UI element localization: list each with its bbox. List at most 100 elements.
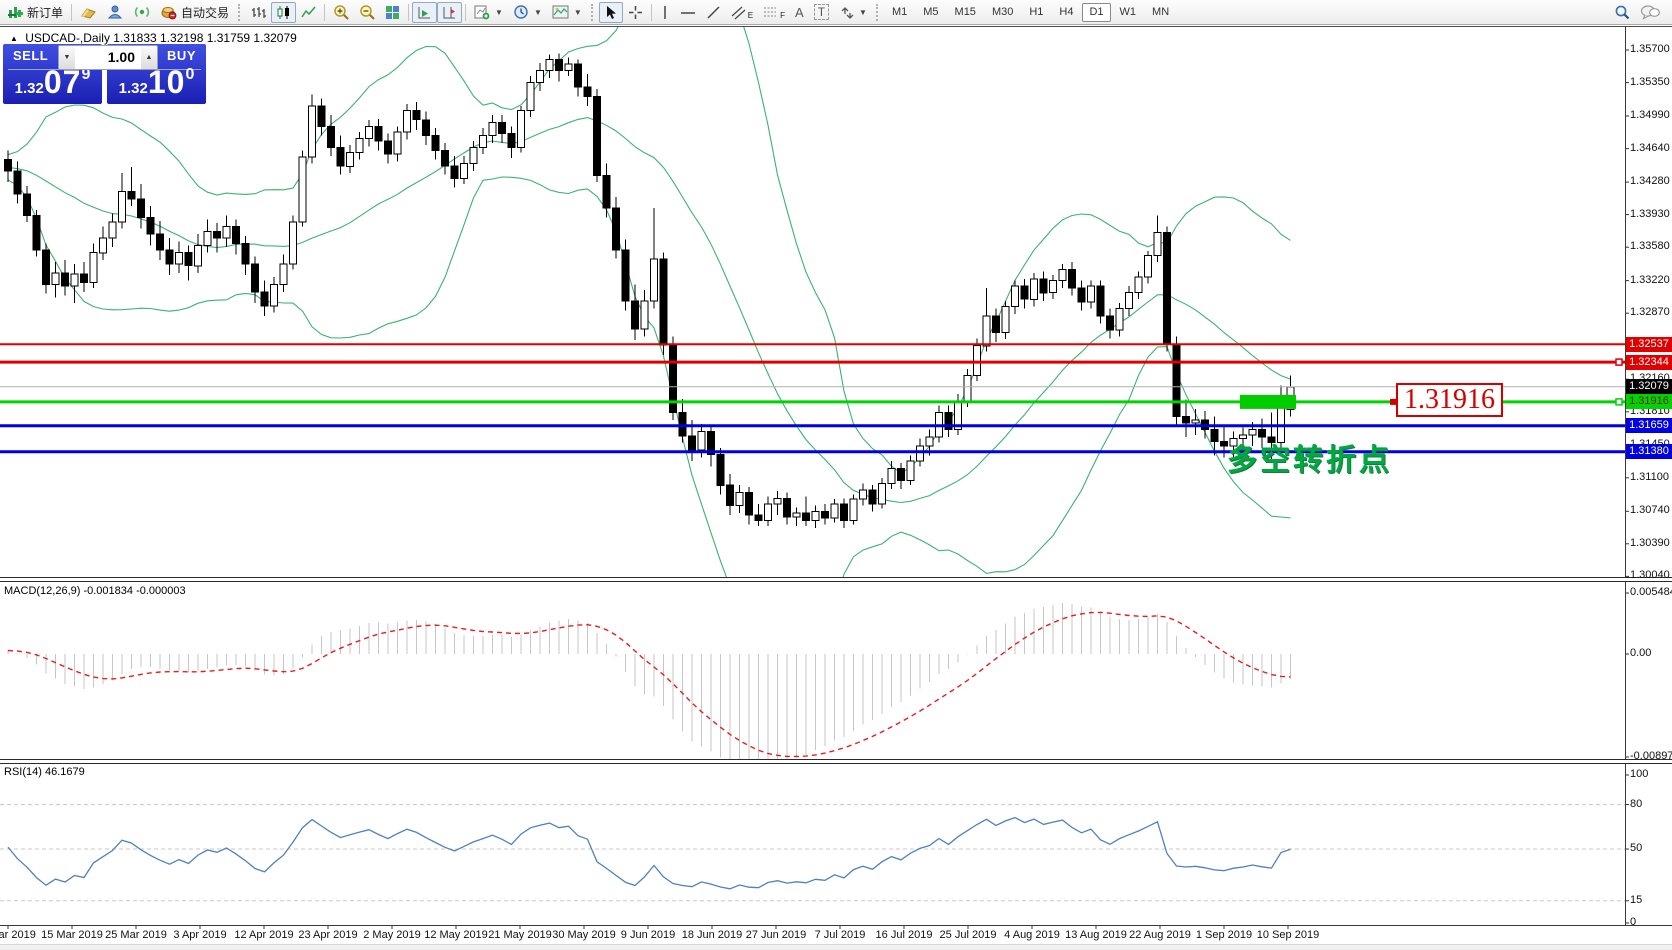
auto-scroll-icon xyxy=(418,6,431,18)
market-button[interactable] xyxy=(75,2,102,23)
new-order-button[interactable]: 新订单 xyxy=(2,2,68,23)
cursor-tool-button[interactable] xyxy=(598,1,623,23)
date-axis-label: 4 Aug 2019 xyxy=(1004,929,1060,941)
line-chart-mode-button[interactable] xyxy=(296,2,321,23)
date-axis-label: 15 Mar 2019 xyxy=(41,929,103,941)
timeframe-button-mn[interactable]: MN xyxy=(1152,5,1170,18)
book-icon xyxy=(81,7,96,19)
arrows-tool-button[interactable]: ▼ xyxy=(834,2,872,23)
line-chart-icon xyxy=(301,6,316,17)
profile-button[interactable] xyxy=(102,2,129,23)
autotrade-icon xyxy=(161,7,177,20)
bar-chart-mode-button[interactable] xyxy=(246,2,271,23)
price-callout-label[interactable]: 1.31916 xyxy=(1396,383,1503,417)
crosshair-tool-button[interactable] xyxy=(623,2,648,23)
rsi-panel-resize-handle[interactable] xyxy=(0,759,1672,764)
macd-axis-tick-label: 0.005484 xyxy=(1630,585,1672,598)
cursor-arrow-icon xyxy=(606,5,616,19)
text-label-icon: T xyxy=(813,4,830,20)
new-chart-button[interactable]: ▼ xyxy=(469,2,508,23)
rsi-axis-tick-label: 100 xyxy=(1630,768,1649,780)
text-label-tool-button[interactable]: T xyxy=(809,2,834,23)
hline-price-tag: 1.31380 xyxy=(1626,444,1672,460)
chat-icon[interactable] xyxy=(1640,4,1660,20)
timeframe-button-m1[interactable]: M1 xyxy=(891,5,908,18)
candles-icon xyxy=(277,5,290,19)
text-tool-button[interactable]: A xyxy=(790,2,809,23)
volume-input[interactable]: 1.00 xyxy=(75,46,141,69)
price-axis-tick-label: 1.33220 xyxy=(1630,273,1670,286)
price-axis-tick-label: 1.34640 xyxy=(1630,141,1670,154)
buy-button[interactable]: BUY 1.32100 xyxy=(107,44,206,104)
timeframe-button-m5[interactable]: M5 xyxy=(923,5,939,18)
text-tool-icon: A xyxy=(795,4,804,20)
tile-windows-button[interactable] xyxy=(380,2,405,23)
crosshair-icon xyxy=(628,5,642,19)
date-axis-label: 12 Apr 2019 xyxy=(234,929,294,941)
horizontal-line-icon xyxy=(680,11,695,14)
price-axis-tick-label: 1.31100 xyxy=(1630,470,1669,483)
time-axis-border xyxy=(0,925,1672,926)
templates-button[interactable]: ▼ xyxy=(547,2,587,23)
toolbar-grip[interactable] xyxy=(875,3,880,21)
clock-icon xyxy=(514,5,528,19)
zoom-out-button[interactable] xyxy=(354,2,380,23)
chart-window-top-border xyxy=(0,26,1672,27)
date-axis-label: 23 Apr 2019 xyxy=(298,929,358,941)
fibo-letter: F xyxy=(780,10,786,20)
timeframe-button-h1[interactable]: H1 xyxy=(1029,5,1044,18)
symbol-period-label: USDCAD-,Daily xyxy=(25,31,110,45)
price-axis-tick-label: 1.30390 xyxy=(1630,536,1670,549)
status-strip xyxy=(0,944,1672,950)
chart-shift-icon xyxy=(443,6,456,18)
auto-scroll-button[interactable] xyxy=(412,1,438,23)
search-icon[interactable] xyxy=(1614,4,1630,20)
timeframe-button-m15[interactable]: M15 xyxy=(954,5,976,18)
ohlc-values: 1.31833 1.32198 1.31759 1.32079 xyxy=(113,31,297,45)
periods-button[interactable]: ▼ xyxy=(508,2,547,23)
timeframe-button-m30[interactable]: M30 xyxy=(991,5,1014,18)
price-axis-tick-label: 1.34990 xyxy=(1630,109,1670,122)
trendline-tool-button[interactable] xyxy=(701,2,726,23)
macd-panel-resize-handle[interactable] xyxy=(0,577,1672,582)
chinese-annotation-text[interactable]: 多空转折点 xyxy=(1227,444,1392,477)
separator xyxy=(650,3,652,21)
buy-label: BUY xyxy=(167,48,196,63)
divider xyxy=(8,69,97,70)
zoom-in-button[interactable] xyxy=(328,2,354,23)
signals-button[interactable] xyxy=(129,2,155,23)
price-axis-tick-label: 1.33580 xyxy=(1630,240,1670,253)
fibonacci-tool-button[interactable]: F xyxy=(758,2,790,23)
price-axis-tick-label: 1.35700 xyxy=(1630,43,1670,55)
price-axis-tick-label: 1.32870 xyxy=(1630,306,1670,319)
date-axis-label: 22 Aug 2019 xyxy=(1129,929,1191,941)
separator xyxy=(408,3,410,21)
new-order-icon xyxy=(8,7,23,18)
candle-chart-mode-button[interactable] xyxy=(271,1,297,23)
one-click-trading-panel: SELL 1.32079 BUY 1.32100 ▼ 1.00 ▲ xyxy=(3,44,206,104)
timeframe-button-h4[interactable]: H4 xyxy=(1059,5,1074,18)
sell-label: SELL xyxy=(13,48,49,63)
volume-increase-button[interactable]: ▲ xyxy=(141,46,157,69)
price-axis-tick-label: 1.30040 xyxy=(1630,569,1670,582)
channel-tool-button[interactable]: E xyxy=(726,2,758,23)
autotrade-label: 自动交易 xyxy=(181,5,230,20)
dropdown-caret-icon: ▼ xyxy=(495,7,503,17)
collapse-icon[interactable]: ▲ xyxy=(10,34,18,43)
autotrade-button[interactable]: 自动交易 xyxy=(155,2,234,23)
chart-shift-button[interactable] xyxy=(437,1,463,23)
toolbar-grip[interactable] xyxy=(238,3,242,21)
date-axis-label: 27 Jun 2019 xyxy=(745,929,807,941)
rsi-axis-tick-label: 0 xyxy=(1630,916,1637,928)
horizontal-line-tool-button[interactable] xyxy=(675,2,701,23)
timeframe-button-d1[interactable]: D1 xyxy=(1082,2,1111,22)
arrows-icon xyxy=(841,6,854,19)
timeframe-button-w1[interactable]: W1 xyxy=(1119,5,1137,18)
toolbar-grip[interactable] xyxy=(590,3,595,21)
volume-decrease-button[interactable]: ▼ xyxy=(59,46,75,69)
rsi-axis-tick-label: 15 xyxy=(1630,893,1643,906)
separator xyxy=(324,3,326,21)
vertical-line-tool-button[interactable] xyxy=(655,2,675,23)
